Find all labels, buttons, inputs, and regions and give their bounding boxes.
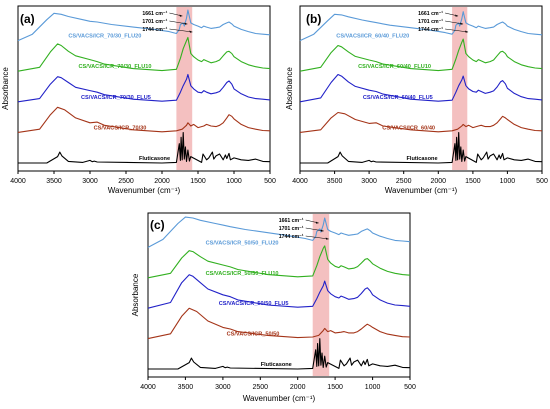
annotation-arrow: [305, 227, 324, 232]
x-tick-label: 3000: [361, 178, 377, 185]
panel-label: (c): [150, 218, 165, 232]
x-axis-label: Wavenumber (cm⁻¹): [108, 186, 181, 195]
series-line-fluticasone: [300, 131, 543, 164]
series-label-fluticasone: Fluticasone: [261, 362, 292, 368]
annotation-arrow: [445, 20, 464, 25]
x-tick-label: 1000: [226, 178, 242, 185]
series-line-cs-vacs-icr-60-40: [299, 111, 543, 133]
y-axis-label: Absorbance: [285, 67, 294, 110]
x-tick-label: 500: [264, 178, 276, 185]
peak-annotation: 1661 cm⁻¹: [279, 218, 304, 224]
peak-annotation: 1744 cm⁻¹: [418, 27, 443, 33]
x-tick-label: 3500: [46, 178, 62, 185]
y-axis-label: Absorbance: [131, 273, 140, 316]
peak-annotation: 1744 cm⁻¹: [142, 27, 167, 33]
panel-label: (a): [20, 12, 35, 26]
peak-annotation: 1701 cm⁻¹: [418, 19, 443, 25]
series-line-cs-vacs-icr-70-30: [17, 106, 271, 133]
plot-frame: [17, 5, 271, 172]
annotation-arrowhead: [184, 22, 188, 25]
peak-annotation: 1661 cm⁻¹: [142, 11, 167, 17]
panel-b: 4000 3500 3000 2500 2000 1500 1000 500 Wavenumbe…: [285, 5, 548, 195]
annotation-arrowhead: [455, 14, 459, 17]
annotation-arrowhead: [189, 30, 193, 33]
annotation-arrowhead: [460, 22, 464, 25]
x-tick-label: 2500: [253, 384, 269, 391]
x-axis-label: Wavenumber (cm⁻¹): [243, 394, 316, 403]
series-label-cs-vacs-icr-70-30-flu20: CS/VACS/ICR_70/30_FLU20: [68, 34, 141, 40]
x-tick-label: 2500: [396, 178, 412, 185]
series-line-cs-vacs-icr-70-30-flu10: [17, 36, 271, 72]
x-tick-label: 4000: [10, 178, 26, 185]
annotation-arrowhead: [320, 229, 324, 232]
series-label-cs-vacs-icr-50-50-flu10: CS/VACS/ICR_50/50_FLU10: [206, 271, 279, 277]
x-axis-label: Wavenumber (cm⁻¹): [385, 186, 458, 195]
panel-a: 4000 3500 3000 2500 2000 1500 1000 500 Wavenumbe…: [1, 5, 276, 195]
peak-annotation: 1661 cm⁻¹: [418, 11, 443, 17]
x-tick-label: 1500: [327, 384, 343, 391]
x-tick-label: 4000: [292, 178, 308, 185]
series-line-cs-vacs-icr-70-30-flu20: [17, 9, 271, 42]
x-tick-label: 3500: [178, 384, 194, 391]
series-line-cs-vacs-icr-50-50-flu20: [147, 216, 411, 248]
series-line-fluticasone: [18, 131, 271, 164]
peak-annotation: 1744 cm⁻¹: [279, 234, 304, 240]
annotation-arrow: [169, 28, 193, 33]
series-label-cs-vacs-icr-50-50: CS/VACS/ICR_50/50: [227, 332, 280, 338]
series-label-cs-vacs-icr-70-30-flu5: CS/VACS/ICR_70/30_FLU5: [81, 95, 151, 101]
panel-label: (b): [306, 12, 321, 26]
series-line-cs-vacs-icr-50-50-flu10: [147, 245, 411, 279]
annotation-arrowhead: [179, 14, 183, 17]
series-label-cs-vacs-icr-60-40-flu10: CS/VACS/ICR_60/40_FLU10: [358, 64, 431, 70]
annotation-arrow: [445, 28, 469, 33]
annotation-arrowhead: [315, 221, 319, 224]
series-label-cs-vacs-icr-50-50-flu5: CS/VACS/ICR_50/50_FLU5: [219, 301, 289, 307]
series-label-cs-vacs-icr-60-40-flu5: CS/VACS/ICR_60/40_FLU5: [363, 95, 433, 101]
series-line-cs-vacs-icr-50-50: [147, 307, 411, 340]
x-tick-label: 3500: [327, 178, 343, 185]
x-tick-label: 2000: [431, 178, 447, 185]
y-axis-label: Absorbance: [1, 67, 10, 110]
x-tick-label: 2500: [118, 178, 134, 185]
series-label-cs-vacs-icr-60-40: CS/VACS/ICR_60/40: [382, 125, 435, 131]
panel-c: 4000 3500 3000 2500 2000 1500 1000 500 Wavenumbe…: [131, 212, 416, 403]
series-label-fluticasone: Fluticasone: [139, 156, 170, 162]
x-tick-label: 500: [404, 384, 416, 391]
series-label-cs-vacs-icr-70-30-flu10: CS/VACS/ICR_70/30_FLU10: [79, 64, 152, 70]
x-tick-label: 1500: [465, 178, 481, 185]
series-label-fluticasone: Fluticasone: [407, 156, 438, 162]
series-line-cs-vacs-icr-60-40-flu5: [299, 73, 543, 103]
x-tick-label: 500: [536, 178, 548, 185]
plot-frame: [299, 5, 543, 172]
annotation-arrowhead: [325, 237, 329, 240]
x-tick-label: 1000: [365, 384, 381, 391]
x-tick-label: 2000: [290, 384, 306, 391]
x-tick-label: 3000: [82, 178, 98, 185]
x-tick-label: 4000: [140, 384, 156, 391]
annotation-arrowhead: [465, 30, 469, 33]
peak-annotation: 1701 cm⁻¹: [142, 19, 167, 25]
x-tick-label: 3000: [215, 384, 231, 391]
x-tick-label: 1000: [500, 178, 516, 185]
series-line-cs-vacs-icr-60-40-flu10: [299, 38, 543, 72]
plot-frame: [147, 212, 411, 378]
annotation-arrow: [305, 235, 329, 240]
series-label-cs-vacs-icr-60-40-flu20: CS/VACS/ICR_60/40_FLU20: [336, 34, 409, 40]
series-label-cs-vacs-icr-70-30: CS/VACS/ICR_70/30: [94, 125, 147, 131]
series-line-cs-vacs-icr-70-30-flu5: [17, 73, 271, 103]
series-label-cs-vacs-icr-50-50-flu20: CS/VACS/ICR_50/50_FLU20: [206, 240, 279, 246]
peak-annotation: 1701 cm⁻¹: [279, 226, 304, 232]
annotation-arrow: [169, 20, 188, 25]
series-line-fluticasone: [148, 338, 411, 370]
x-tick-label: 2000: [154, 178, 170, 185]
x-tick-label: 1500: [190, 178, 206, 185]
series-line-cs-vacs-icr-50-50-flu5: [147, 274, 411, 309]
series-line-cs-vacs-icr-60-40-flu20: [299, 11, 543, 42]
